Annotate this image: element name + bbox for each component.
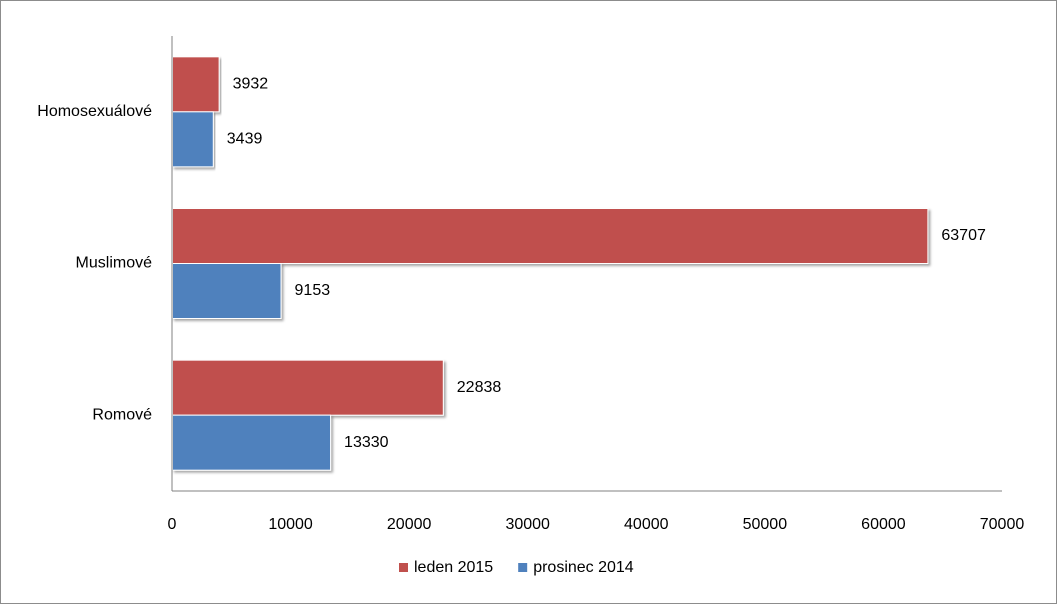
x-tick-label-0: 0 [168,516,177,533]
x-tick-label-10000: 10000 [268,516,313,533]
data-label-homosexualove-prosinec-2014: 3439 [227,131,263,148]
x-tick-label-40000: 40000 [624,516,669,533]
bar-homosexualove-prosinec-2014 [172,111,214,168]
legend: leden 2015 prosinec 2014 [399,559,634,576]
data-labels-layer: 3932 3439 63707 9153 22838 13330 [227,76,986,451]
bar-muslimove-leden-2015 [172,208,929,264]
data-label-homosexualove-leden-2015: 3932 [233,76,269,93]
data-label-romove-leden-2015: 22838 [457,379,502,396]
legend-label-prosinec-2014: prosinec 2014 [533,559,634,576]
data-label-romove-prosinec-2014: 13330 [344,434,389,451]
bar-romove-leden-2015 [172,359,444,416]
category-labels: Homosexuálové Muslimové Romové [37,103,152,423]
x-tick-label-50000: 50000 [743,516,788,533]
category-label-romove: Romové [92,406,152,423]
x-tick-label-60000: 60000 [861,516,906,533]
data-label-muslimove-leden-2015: 63707 [941,227,986,244]
legend-swatch-prosinec-2014 [518,563,528,572]
legend-label-leden-2015: leden 2015 [414,559,493,576]
bar-homosexualove-leden-2015 [172,56,220,113]
data-label-muslimove-prosinec-2014: 9153 [295,282,331,299]
x-tick-label-30000: 30000 [505,516,550,533]
category-label-muslimove: Muslimové [76,255,153,272]
x-tick-labels: 0 10000 20000 30000 40000 50000 60000 70000 [168,516,1025,533]
bar-muslimove-prosinec-2014 [172,263,282,319]
axes [171,36,1002,492]
bar-romove-prosinec-2014 [172,414,332,471]
bars-layer [172,56,929,471]
x-tick-label-20000: 20000 [387,516,432,533]
legend-swatch-leden-2015 [399,563,408,572]
x-tick-label-70000: 70000 [980,516,1025,533]
category-label-homosexualove: Homosexuálové [37,103,152,120]
